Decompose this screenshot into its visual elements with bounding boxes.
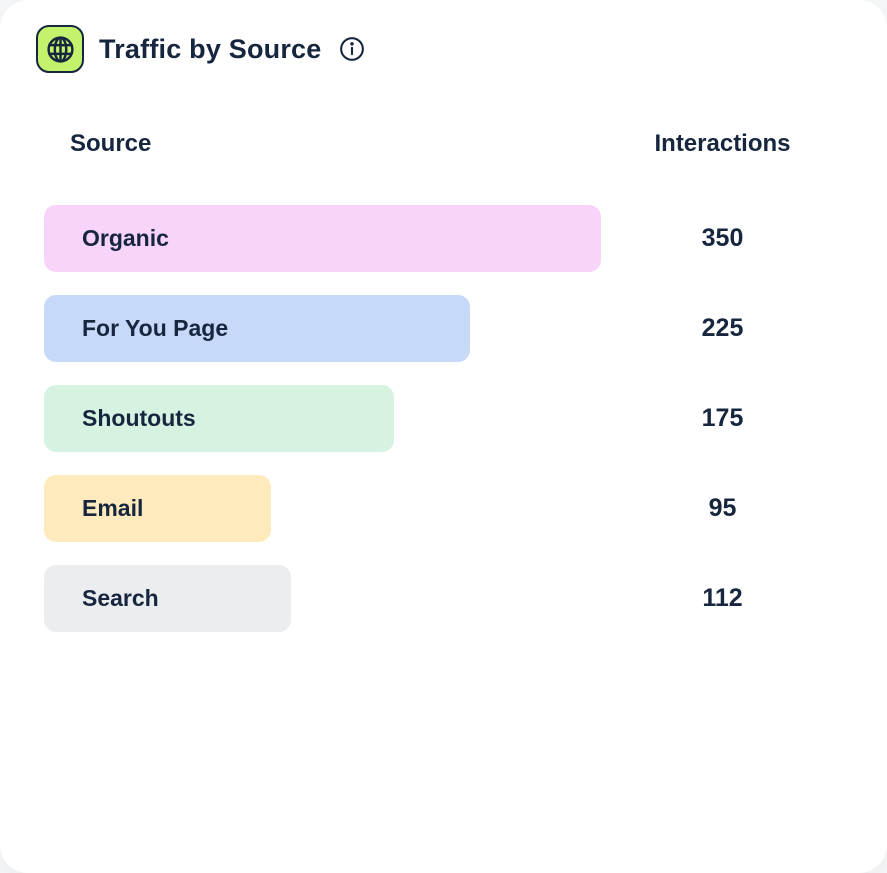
source-label: For You Page <box>82 315 229 341</box>
interactions-value: 175 <box>701 404 744 432</box>
table-row: Email 95 <box>0 475 887 542</box>
interactions-value: 225 <box>701 314 744 342</box>
table-row: For You Page 225 <box>0 295 887 362</box>
interactions-value: 95 <box>708 494 737 522</box>
source-label: Shoutouts <box>82 405 196 431</box>
interactions-value: 350 <box>701 224 744 252</box>
source-label: Email <box>82 495 144 521</box>
interactions-value: 112 <box>702 584 743 612</box>
column-header-interactions: Interactions <box>654 130 791 157</box>
table-row: Shoutouts 175 <box>0 385 887 452</box>
card-header: Traffic by Source <box>36 25 366 73</box>
source-label: Organic <box>82 225 169 251</box>
globe-icon <box>36 25 84 73</box>
source-bar[interactable]: Shoutouts <box>44 385 394 452</box>
info-icon[interactable] <box>338 35 366 63</box>
source-bar[interactable]: Email <box>44 475 271 542</box>
source-bar[interactable]: For You Page <box>44 295 470 362</box>
source-label: Search <box>82 585 159 611</box>
source-rows: Organic 350 For You Page 225 Shoutouts 1… <box>0 205 887 655</box>
table-row: Organic 350 <box>0 205 887 272</box>
source-bar[interactable]: Search <box>44 565 291 632</box>
column-header-source: Source <box>70 130 152 157</box>
table-row: Search 112 <box>0 565 887 632</box>
source-bar[interactable]: Organic <box>44 205 601 272</box>
page-title: Traffic by Source <box>99 33 322 64</box>
